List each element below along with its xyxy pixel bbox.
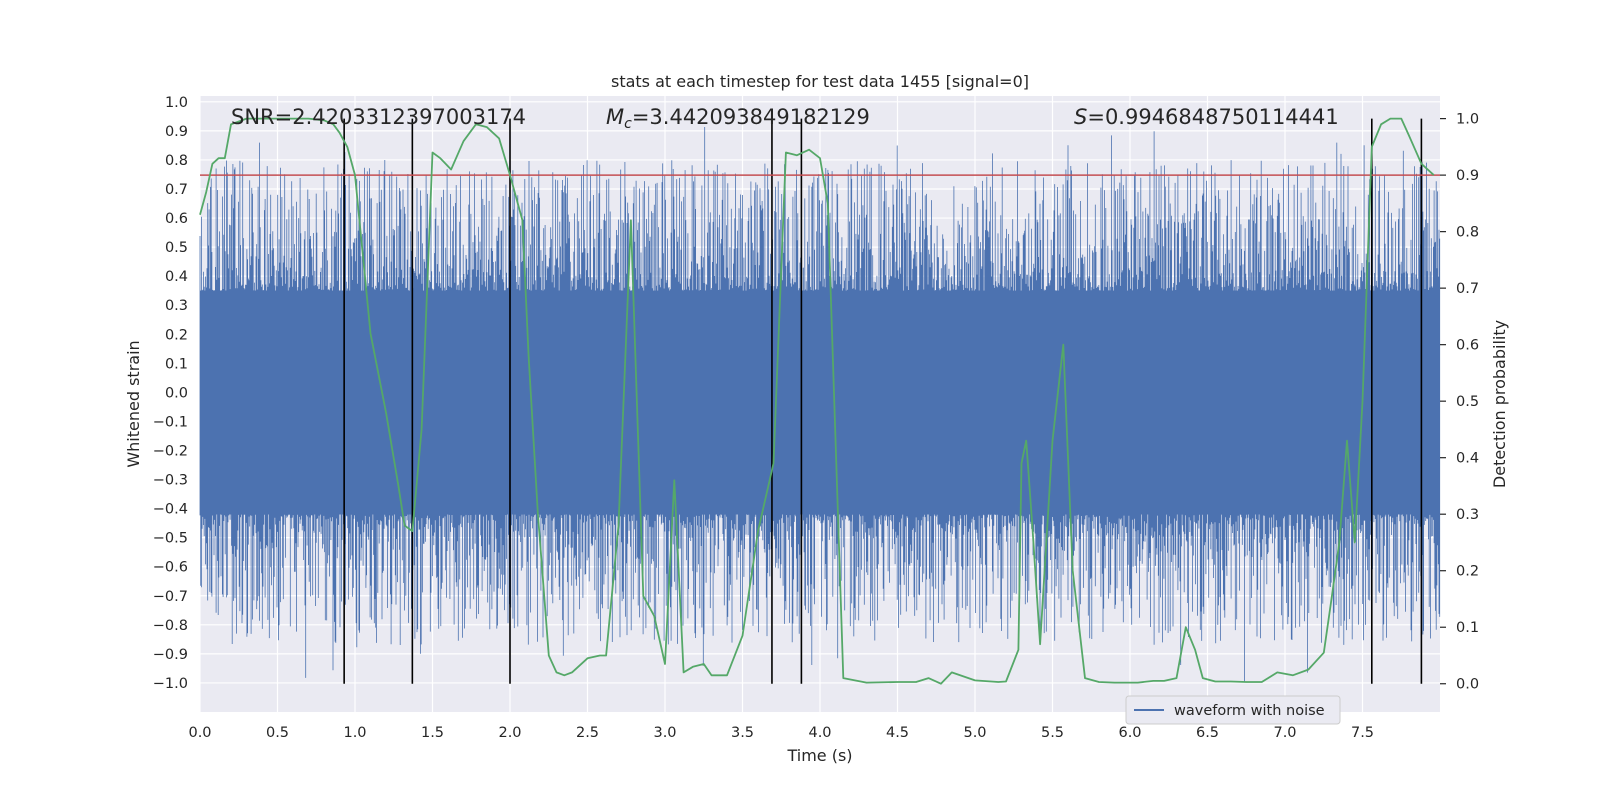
- y-left-tick-label: 0.3: [165, 298, 188, 314]
- y-left-tick-label: −0.9: [153, 647, 188, 663]
- s-annotation: S=0.9946848750114441: [1074, 105, 1339, 129]
- y-left-axis-ticks: 1.0 0.9 0.8 0.7 0.6 0.5 0.4 0.3 0.2 0.1 0.0 −0.1 −0.…: [153, 95, 188, 692]
- y-left-tick-label: −0.6: [153, 560, 188, 576]
- y-right-tick-label: 0.1: [1456, 620, 1479, 636]
- y-left-tick-label: −0.1: [153, 414, 188, 430]
- x-tick-label: 0.0: [188, 725, 211, 741]
- x-tick-label: 7.0: [1273, 725, 1296, 741]
- y-left-tick-label: 0.7: [165, 182, 188, 198]
- y-right-tick-label: 0.4: [1456, 451, 1479, 467]
- y-left-tick-label: −0.8: [153, 618, 188, 634]
- vertical-markers: [343, 118, 1423, 684]
- s-symbol: S: [1074, 105, 1087, 129]
- x-tick-label: 4.0: [808, 725, 831, 741]
- x-tick-label: 2.0: [498, 725, 521, 741]
- y-left-tick-label: −0.3: [153, 473, 188, 489]
- y-right-tick-label: 0.2: [1456, 564, 1479, 580]
- y-left-tick-label: 0.0: [165, 385, 188, 401]
- x-tick-label: 3.5: [731, 725, 754, 741]
- s-value: =0.9946848750114441: [1087, 105, 1338, 129]
- y-left-tick-label: −0.4: [153, 502, 188, 518]
- y-left-tick-label: −0.2: [153, 443, 188, 459]
- y-left-tick-label: 1.0: [165, 95, 188, 111]
- y-right-tick-label: 0.7: [1456, 281, 1479, 297]
- y-left-tick-label: −1.0: [153, 676, 188, 692]
- y-right-tick-label: 0.8: [1456, 225, 1479, 241]
- y-left-tick-label: −0.7: [153, 589, 188, 605]
- snr-annotation: SNR=2.4203312397003174: [231, 105, 526, 129]
- legend-entry-waveform: waveform with noise: [1174, 703, 1325, 719]
- chirp-mass-annotation: Mc=3.442093849182129: [606, 105, 870, 132]
- x-tick-label: 0.5: [266, 725, 289, 741]
- y-right-tick-label: 0.5: [1456, 394, 1479, 410]
- chirp-mass-value: =3.442093849182129: [632, 105, 870, 129]
- x-tick-label: 1.0: [343, 725, 366, 741]
- y-right-tick-label: 0.9: [1456, 168, 1479, 184]
- y-left-tick-label: 0.9: [165, 124, 188, 140]
- x-axis-ticks: 0.0 0.5 1.0 1.5 2.0 2.5 3.0 3.5 4.0 4.5 5.0 5.5 6.0 6…: [188, 725, 1374, 741]
- x-tick-label: 5.5: [1041, 725, 1064, 741]
- x-tick-label: 6.0: [1118, 725, 1141, 741]
- legend: waveform with noise: [1125, 695, 1341, 725]
- chirp-mass-symbol: M: [606, 105, 624, 129]
- y-right-tick-label: 0.0: [1456, 677, 1479, 693]
- x-tick-label: 1.5: [421, 725, 444, 741]
- y-left-tick-label: 0.4: [165, 269, 188, 285]
- y-left-tick-label: 0.1: [165, 356, 188, 372]
- x-tick-label: 2.5: [576, 725, 599, 741]
- y-left-tick-label: 0.2: [165, 327, 188, 343]
- x-tick-label: 6.5: [1196, 725, 1219, 741]
- y-right-axis-ticks: 1.0 0.9 0.8 0.7 0.6 0.5 0.4 0.3 0.2 0.1 0.0: [1440, 112, 1479, 693]
- x-axis-label: Time (s): [786, 746, 852, 765]
- y-left-tick-label: 0.8: [165, 153, 188, 169]
- x-tick-label: 3.0: [653, 725, 676, 741]
- y-right-tick-label: 0.6: [1456, 338, 1479, 354]
- y-right-tick-label: 0.3: [1456, 507, 1479, 523]
- y-left-tick-label: 0.5: [165, 240, 188, 256]
- y-left-tick-label: 0.6: [165, 211, 188, 227]
- x-tick-label: 4.5: [886, 725, 909, 741]
- y-right-tick-label: 1.0: [1456, 112, 1479, 128]
- x-tick-label: 5.0: [963, 725, 986, 741]
- chart-title: stats at each timestep for test data 145…: [611, 72, 1029, 91]
- noise-series: [199, 127, 1441, 682]
- y-left-axis-label: Whitened strain: [124, 340, 143, 467]
- detection-probability-line: [199, 117, 1435, 685]
- y-right-axis-label: Detection probability: [1490, 320, 1509, 488]
- y-left-tick-label: −0.5: [153, 531, 188, 547]
- noise-spikes: [199, 127, 1441, 682]
- legend-box: [1125, 695, 1341, 725]
- chirp-mass-subscript: c: [624, 116, 632, 132]
- x-tick-label: 7.5: [1351, 725, 1374, 741]
